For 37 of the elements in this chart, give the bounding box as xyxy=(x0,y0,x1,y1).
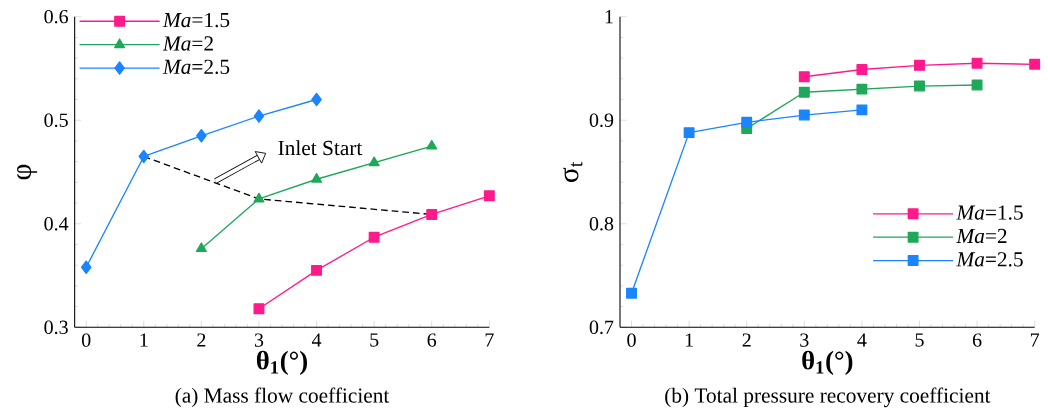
x-tick-label: 6 xyxy=(972,333,982,347)
text: θ$_{1}$(°) xyxy=(256,350,308,376)
x-tick-label: 7 xyxy=(1030,333,1040,347)
legend-label: Ma=2.5 xyxy=(162,59,230,75)
legend-label: Ma=1.5 xyxy=(162,12,230,28)
text: (a) Mass flow coefficient xyxy=(175,387,390,408)
legend-label: Ma=1.5 xyxy=(956,205,1023,220)
x-tick-label: 5 xyxy=(370,333,379,347)
y-axis-title: σ$_{t}$ xyxy=(563,161,583,182)
x-tick-label: 4 xyxy=(311,333,322,347)
x-tick-label: 5 xyxy=(915,333,924,347)
x-tick-label: 0 xyxy=(81,333,91,347)
y-tick-label: 0.8 xyxy=(589,216,614,231)
text: θ$_{1}$(°) xyxy=(802,350,853,376)
x-tick-label: 3 xyxy=(254,333,264,347)
legend-label: Ma=2.5 xyxy=(956,252,1023,267)
legend-label: Ma=2 xyxy=(956,228,1007,244)
annotation: Inlet Start xyxy=(278,140,363,156)
y-tick-label: 0.6 xyxy=(44,9,69,24)
y-tick-label: 0.9 xyxy=(589,113,614,128)
y-tick-label: 0.5 xyxy=(44,113,68,128)
x-tick-label: 6 xyxy=(427,333,437,347)
y-axis-title: φ xyxy=(17,164,38,180)
legend-label: Ma=2 xyxy=(162,36,213,51)
x-tick-label: 3 xyxy=(800,333,809,347)
y-tick-label: 1 xyxy=(605,10,613,24)
y-tick-label: 0.7 xyxy=(589,320,614,335)
x-tick-label: 2 xyxy=(197,333,206,347)
x-tick-label: 0 xyxy=(627,333,636,347)
x-tick-label: 4 xyxy=(857,333,867,347)
text: (b) Total pressure recovery coefficient xyxy=(665,387,991,408)
x-tick-label: 1 xyxy=(140,333,148,347)
y-tick-label: 0.3 xyxy=(44,320,68,335)
y-tick-label: 0.4 xyxy=(44,216,69,231)
x-tick-label: 1 xyxy=(685,333,693,347)
x-tick-label: 7 xyxy=(485,333,494,347)
x-tick-label: 2 xyxy=(742,333,751,347)
